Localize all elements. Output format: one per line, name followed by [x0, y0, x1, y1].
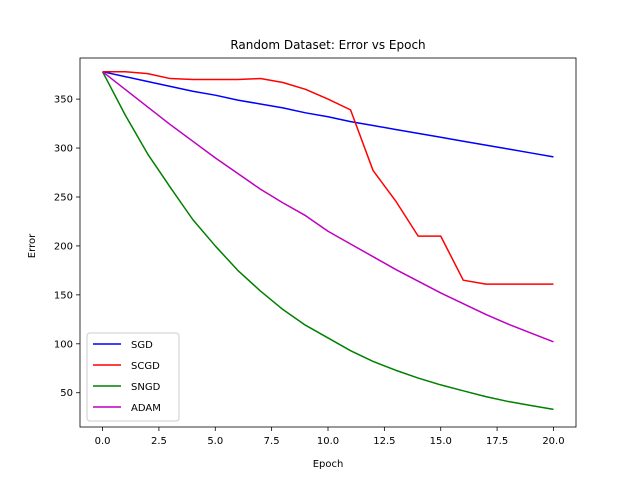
series-line-adam — [102, 71, 554, 343]
y-tick-label: 150 — [54, 290, 73, 301]
legend-label-adam: ADAM — [131, 403, 161, 414]
x-tick-label: 20.0 — [542, 436, 564, 447]
y-tick-label: 50 — [60, 388, 73, 399]
x-tick-label: 12.5 — [373, 436, 395, 447]
y-axis-label: Error — [27, 233, 38, 258]
plot-area — [79, 57, 577, 428]
x-tick-label: 0.0 — [95, 436, 111, 447]
x-tick-label: 17.5 — [486, 436, 508, 447]
y-tick-label: 200 — [54, 241, 73, 252]
y-tick-label: 350 — [54, 95, 73, 106]
x-axis-label: Epoch — [313, 459, 344, 470]
series-line-sngd — [101, 71, 554, 411]
x-axis-ticks: 0.0 2.5 5.0 7.5 10.0 12.5 15.0 17.5 20.0 — [95, 427, 565, 447]
y-tick-label: 100 — [54, 339, 73, 350]
legend-label-sngd: SNGD — [131, 382, 161, 393]
series-line-scgd — [102, 70, 554, 285]
x-tick-label: 2.5 — [151, 436, 167, 447]
legend-box — [86, 332, 180, 422]
y-axis-ticks: 50 100 150 200 250 300 350 — [54, 95, 80, 399]
legend-label-scgd: SCGD — [131, 361, 160, 372]
chart-title: Random Dataset: Error vs Epoch — [230, 38, 425, 52]
x-tick-label: 10.0 — [317, 436, 339, 447]
y-tick-label: 300 — [54, 144, 73, 155]
x-tick-label: 5.0 — [207, 436, 223, 447]
legend: SGD SCGD SNGD ADAM — [86, 332, 180, 422]
legend-label-sgd: SGD — [131, 340, 153, 351]
series-line-sgd — [102, 70, 554, 158]
x-tick-label: 7.5 — [264, 436, 280, 447]
y-tick-label: 250 — [54, 192, 73, 203]
x-tick-label: 15.0 — [430, 436, 452, 447]
